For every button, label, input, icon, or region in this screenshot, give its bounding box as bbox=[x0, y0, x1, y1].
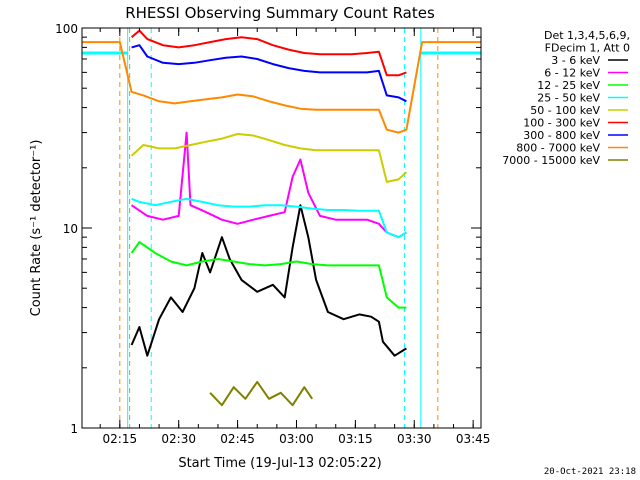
legend-header: FDecim 1, Att 0 bbox=[545, 42, 630, 55]
chart-title: RHESSI Observing Summary Count Rates bbox=[125, 4, 435, 22]
legend-label: 7000 - 15000 keV bbox=[502, 154, 600, 167]
legend-label: 6 - 12 keV bbox=[544, 67, 600, 80]
legend-header: Det 1,3,4,5,6,9, bbox=[544, 29, 630, 42]
axes: 02:15 02:30 02:45 03:00 03:15 03:30 03:45 1 10 10… bbox=[55, 22, 490, 446]
legend-label: 12 - 25 keV bbox=[537, 79, 600, 92]
series-line-6 bbox=[131, 44, 407, 103]
legend-label: 3 - 6 keV bbox=[551, 54, 600, 67]
series-line-5 bbox=[130, 29, 407, 77]
x-tick-label: 03:45 bbox=[456, 432, 491, 446]
footer-timestamp: 20-Oct-2021 23:18 bbox=[544, 467, 636, 477]
x-tick-label: 03:30 bbox=[397, 432, 432, 446]
series-line-2 bbox=[130, 241, 407, 309]
y-tick-label: 10 bbox=[63, 222, 78, 236]
legend-label: 800 - 7000 keV bbox=[516, 142, 600, 155]
x-tick-label: 02:30 bbox=[161, 432, 196, 446]
legend-label: 50 - 100 keV bbox=[530, 104, 600, 117]
series-line-1 bbox=[131, 131, 407, 239]
y-tick-label: 1 bbox=[70, 422, 78, 436]
x-tick-label: 03:15 bbox=[338, 432, 373, 446]
series-line-0 bbox=[130, 204, 407, 357]
series-line-4 bbox=[130, 133, 408, 183]
y-axis-label: Count Rate (s⁻¹ detector⁻¹) bbox=[29, 140, 44, 317]
legend-label: 300 - 800 keV bbox=[523, 129, 600, 142]
marker-lines bbox=[82, 28, 481, 428]
legend: Det 1,3,4,5,6,9,FDecim 1, Att 03 - 6 keV… bbox=[502, 29, 630, 167]
series-line-3 bbox=[131, 197, 407, 239]
x-tick-label: 02:15 bbox=[103, 432, 138, 446]
x-axis-label: Start Time (19-Jul-13 02:05:22) bbox=[178, 456, 381, 471]
series-line-7 bbox=[82, 41, 481, 134]
series-line-8 bbox=[209, 380, 314, 407]
series-lines bbox=[82, 29, 481, 407]
legend-label: 100 - 300 keV bbox=[523, 117, 600, 130]
legend-label: 25 - 50 keV bbox=[537, 92, 600, 105]
x-tick-label: 03:00 bbox=[279, 432, 314, 446]
x-tick-label: 02:45 bbox=[220, 432, 255, 446]
y-tick-label: 100 bbox=[55, 22, 78, 36]
